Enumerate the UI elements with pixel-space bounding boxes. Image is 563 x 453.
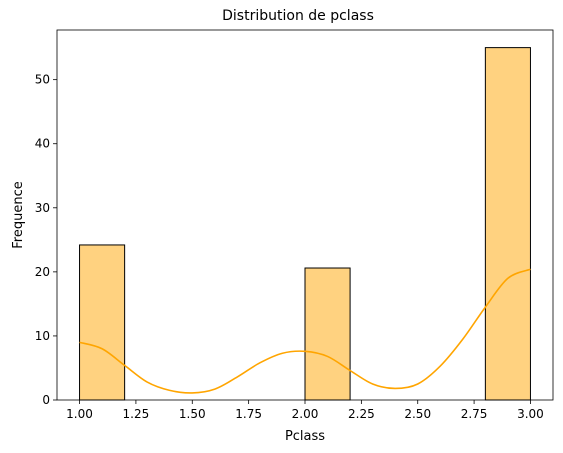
y-tick-label: 20 <box>35 265 50 279</box>
x-axis-ticks: 1.00 1.25 1.50 1.75 2.00 2.25 2.50 2.75 3.00 <box>66 400 544 421</box>
x-tick-label: 2.25 <box>348 407 375 421</box>
y-tick-label: 0 <box>42 393 50 407</box>
kde-line <box>79 268 531 394</box>
x-tick-label: 2.50 <box>404 407 431 421</box>
x-tick-label: 1.00 <box>66 407 93 421</box>
y-axis-ticks: 0 10 20 30 40 50 <box>35 73 57 407</box>
plot-frame <box>56 29 554 401</box>
chart-title: Distribution de pclass <box>222 8 374 24</box>
x-tick-label: 1.75 <box>235 407 262 421</box>
x-tick-label: 2.75 <box>461 407 488 421</box>
histogram-bar-3 <box>484 47 531 401</box>
x-tick-label: 3.00 <box>517 407 544 421</box>
bars-layer <box>79 47 531 401</box>
y-axis-label: Frequence <box>11 181 26 248</box>
x-tick-label: 2.00 <box>292 407 319 421</box>
histogram-bar-1 <box>79 244 126 401</box>
histogram-bar-2 <box>304 267 351 401</box>
y-tick-label: 40 <box>35 137 50 151</box>
y-tick-label: 30 <box>35 201 50 215</box>
y-tick-label: 10 <box>35 329 50 343</box>
x-tick-label: 1.50 <box>179 407 206 421</box>
x-tick-label: 1.25 <box>123 407 150 421</box>
x-axis-label: Pclass <box>285 429 325 444</box>
y-tick-label: 50 <box>35 73 50 87</box>
